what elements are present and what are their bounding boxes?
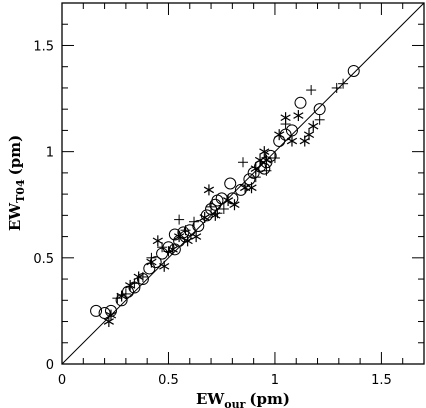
circle-marker [168,243,181,256]
circle-marker [192,219,205,232]
identity-line [61,2,425,365]
asterisk-marker [182,235,193,247]
circle-marker [143,262,156,275]
asterisk-marker [250,163,261,175]
asterisk-marker [240,182,251,194]
asterisk-marker [152,235,163,247]
asterisk-marker [274,129,285,141]
circle-marker [313,103,326,116]
asterisk-marker [229,199,240,211]
asterisk-marker [286,135,298,147]
asterisk-marker [246,182,257,194]
asterisk-marker [293,110,304,122]
circle-marker [90,304,103,317]
plus-marker [306,85,317,96]
circle-marker [224,177,237,190]
asterisk-marker [105,309,117,321]
plus-marker [338,78,349,89]
asterisk-marker [199,211,210,223]
tick-labels: 0 0.5 1 1.5 0 0.5 1 1.5 [33,39,391,388]
asterisk-marker [103,316,114,328]
x-axis-title: EWour (pm) [196,390,290,408]
asterisk-marker [259,146,270,158]
x-tick-label: 1.5 [371,373,392,388]
asterisk-marker [308,120,319,132]
asterisk-marker [222,194,234,206]
circle-marker [294,96,307,109]
asterisk-marker [167,243,178,255]
asterisk-marker [280,112,291,124]
circle-marker [168,228,181,241]
plus-marker [189,216,200,227]
plus-marker [180,225,191,236]
plus-marker [238,157,248,168]
asterisk-marker [133,271,144,283]
circle-marker [264,149,277,162]
asterisk-marker [159,260,170,272]
circle-marker [279,128,292,141]
y-tick-label: 1.5 [33,39,54,54]
y-tick-label: 1 [46,146,54,161]
asterisk-marker [303,129,315,141]
plus-marker [261,165,272,176]
circle-marker [234,183,247,196]
asterisk-marker [191,231,202,243]
asterisk-marker [146,256,157,268]
asterisk-marker [174,231,185,243]
plus-marker [314,114,325,125]
asterisk-marker [261,154,272,166]
plus-marker [331,82,342,93]
asterisk-marker [203,184,215,196]
x-tick-label: 0.5 [158,373,179,388]
asterisk-marker [254,154,266,166]
y-tick-label: 0.5 [33,252,54,267]
asterisk-marker [116,290,127,302]
plot-frame [61,2,425,365]
y-axis-title: EWT04(pm) [6,135,27,231]
plus-marker [206,201,217,212]
plus-marker [174,214,185,225]
asterisk-marker [125,279,136,291]
data-markers [90,64,360,328]
circle-marker [347,64,360,77]
circle-marker [122,285,135,298]
plus-marker [269,153,280,164]
x-tick-label: 0 [58,373,66,388]
asterisk-marker [210,209,221,221]
axis-ticks [61,2,425,365]
plus-marker [218,203,229,214]
x-tick-label: 1 [271,373,279,388]
circle-marker [149,256,162,269]
y-tick-label: 0 [46,358,54,373]
